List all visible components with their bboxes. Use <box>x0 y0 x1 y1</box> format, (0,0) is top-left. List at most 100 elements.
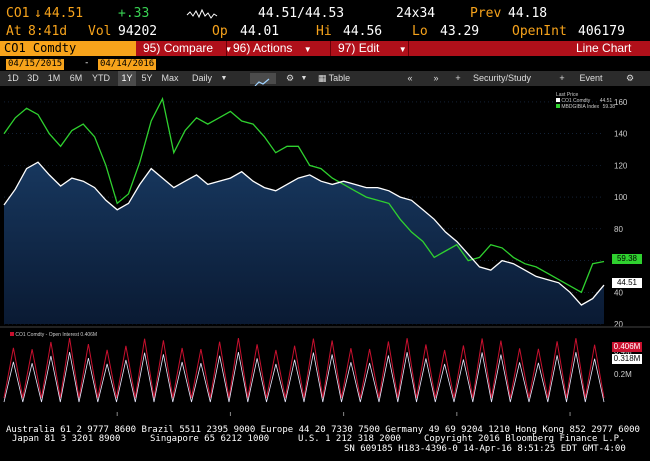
high-price: 44.56 <box>343 24 383 39</box>
x-tick-label: 2015 <box>505 415 523 416</box>
actions-label: Actions <box>253 41 293 55</box>
index-series-line <box>3 96 605 294</box>
low-price: 43.29 <box>440 24 480 39</box>
frequency-select[interactable]: Daily <box>191 73 212 83</box>
security-study-button[interactable]: Security/Study <box>472 73 532 83</box>
edit-label: Edit <box>358 41 380 55</box>
vol-label: Vol <box>88 24 112 39</box>
end-date-field[interactable]: 04/14/2016 <box>98 59 157 70</box>
open-interest-line <box>3 338 605 399</box>
y-tick-label: 140 <box>614 130 628 139</box>
last-time: 8:41d <box>28 24 68 39</box>
oi-tick-label: 0.2M <box>614 370 632 379</box>
frequency-caret-icon[interactable]: ▼ <box>220 75 228 82</box>
table-label: Table <box>328 73 351 83</box>
prev-close: 44.18 <box>508 6 548 21</box>
period-1m[interactable]: 1M <box>47 73 61 83</box>
ticker[interactable]: CO1 <box>6 6 30 21</box>
edit-num: 97) <box>338 41 356 55</box>
period-1y[interactable]: 1Y <box>118 71 136 86</box>
forward-icon[interactable]: » <box>433 73 439 83</box>
chart-type-label[interactable]: Line Chart <box>576 41 632 55</box>
price-area-fill <box>4 162 604 324</box>
menu-divider <box>408 41 409 56</box>
caret-down-icon: ▼ <box>398 45 407 54</box>
open-interest-legend: CO1 Comdty - Open Interest 0.406M <box>10 332 97 338</box>
period-3d[interactable]: 3D <box>27 73 39 83</box>
caret-down-icon: ▼ <box>224 45 233 54</box>
compare-menu-button[interactable]: 95) Compare ▼ <box>143 41 232 56</box>
openint-second-tag: 0.318M <box>612 354 642 364</box>
footer-phones-line1: Australia 61 2 9777 8600 Brazil 5511 239… <box>6 425 640 435</box>
time-label: At <box>6 24 22 39</box>
open-interest-panel <box>3 338 605 403</box>
open-interest-label: OpenInt <box>512 24 567 39</box>
period-ytd[interactable]: YTD <box>92 73 110 83</box>
table-icon: ▦ <box>317 73 327 83</box>
footer-session-info: SN 609185 H183-4396-0 14-Apr-16 8:51:25 … <box>344 444 626 454</box>
event-button[interactable]: Event <box>579 73 603 83</box>
open-label: Op <box>212 24 228 39</box>
legend-swatch-openint <box>10 332 14 336</box>
rewind-icon[interactable]: « <box>407 73 413 83</box>
legend-swatch-index <box>556 104 560 108</box>
table-button[interactable]: ▦ Table <box>314 71 354 86</box>
period-5y[interactable]: 5Y <box>141 73 153 83</box>
y-tick-label: 80 <box>614 225 623 234</box>
period-6m[interactable]: 6M <box>69 73 83 83</box>
chart-settings-icon[interactable]: ⚙ <box>625 73 635 83</box>
bid-ask: 44.51/44.53 <box>258 6 345 21</box>
menu-divider <box>226 41 227 56</box>
price-change: +.33 <box>118 6 150 21</box>
security-input[interactable]: CO1 Comdty <box>0 41 136 56</box>
high-label: Hi <box>316 24 332 39</box>
date-range-dash: - <box>84 58 90 68</box>
actions-menu-button[interactable]: 96) Actions ▼ <box>233 41 312 56</box>
y-tick-label: 100 <box>614 193 628 202</box>
open-price: 44.01 <box>240 24 280 39</box>
y-tick-label: 160 <box>614 98 628 107</box>
footer-us: U.S. 1 212 318 2000 <box>298 434 401 444</box>
settings-icon[interactable]: ⚙ <box>285 73 295 83</box>
line-style-button[interactable] <box>250 73 276 88</box>
y-tick-label: 120 <box>614 161 628 170</box>
openint-last-tag: 0.406M <box>612 342 642 352</box>
legend-swatch-price <box>556 98 560 102</box>
add-event-icon[interactable]: + <box>559 73 565 83</box>
add-study-icon[interactable]: + <box>455 73 461 83</box>
low-label: Lo <box>412 24 428 39</box>
bid-ask-size: 24x34 <box>396 6 436 21</box>
footer-copyright: Copyright 2016 Bloomberg Finance L.P. <box>424 434 625 444</box>
legend-header: Last Price <box>556 92 579 98</box>
sparkline-icon <box>186 8 218 19</box>
legend-item-index: MBDGIBIA Index 59.38 <box>556 104 615 110</box>
chart-toolbar <box>0 71 650 86</box>
price-last-tag: 44.51 <box>612 278 642 288</box>
start-date-field[interactable]: 04/15/2015 <box>6 59 65 70</box>
legend-price-value: 44.51 <box>599 98 613 104</box>
actions-num: 96) <box>233 41 251 55</box>
index-last-tag: 59.38 <box>612 254 642 264</box>
price-series-line <box>3 161 605 306</box>
edit-menu-button[interactable]: 97) Edit ▼ <box>338 41 407 56</box>
compare-label: Compare <box>163 41 214 55</box>
period-1d[interactable]: 1D <box>7 73 19 83</box>
legend-item-price: CO1 Comdty 44.51 <box>556 98 615 104</box>
x-tick-label: 2013 <box>278 415 296 416</box>
x-tick-label: 2016 <box>618 415 636 416</box>
x-tick-label: 2012 <box>165 415 183 416</box>
legend-index-name: MBDGIBIA Index <box>561 104 600 110</box>
open-interest-legend-text: CO1 Comdty - Open Interest 0.406M <box>15 332 98 338</box>
function-menu-bar <box>0 41 650 56</box>
legend-price-name: CO1 Comdty <box>561 98 591 104</box>
footer-singapore: Singapore 65 6212 1000 <box>150 434 270 444</box>
tick-down-arrow-icon: ↓ <box>34 6 42 21</box>
price-chart[interactable]: 20406080100120140160 2012201320142015201… <box>0 86 650 416</box>
last-price: 44.51 <box>44 6 84 21</box>
settings-caret-icon[interactable]: ▼ <box>300 75 308 82</box>
period-max[interactable]: Max <box>161 73 179 83</box>
footer-japan: Japan 81 3 3201 8900 <box>12 434 121 444</box>
caret-down-icon: ▼ <box>303 45 312 54</box>
